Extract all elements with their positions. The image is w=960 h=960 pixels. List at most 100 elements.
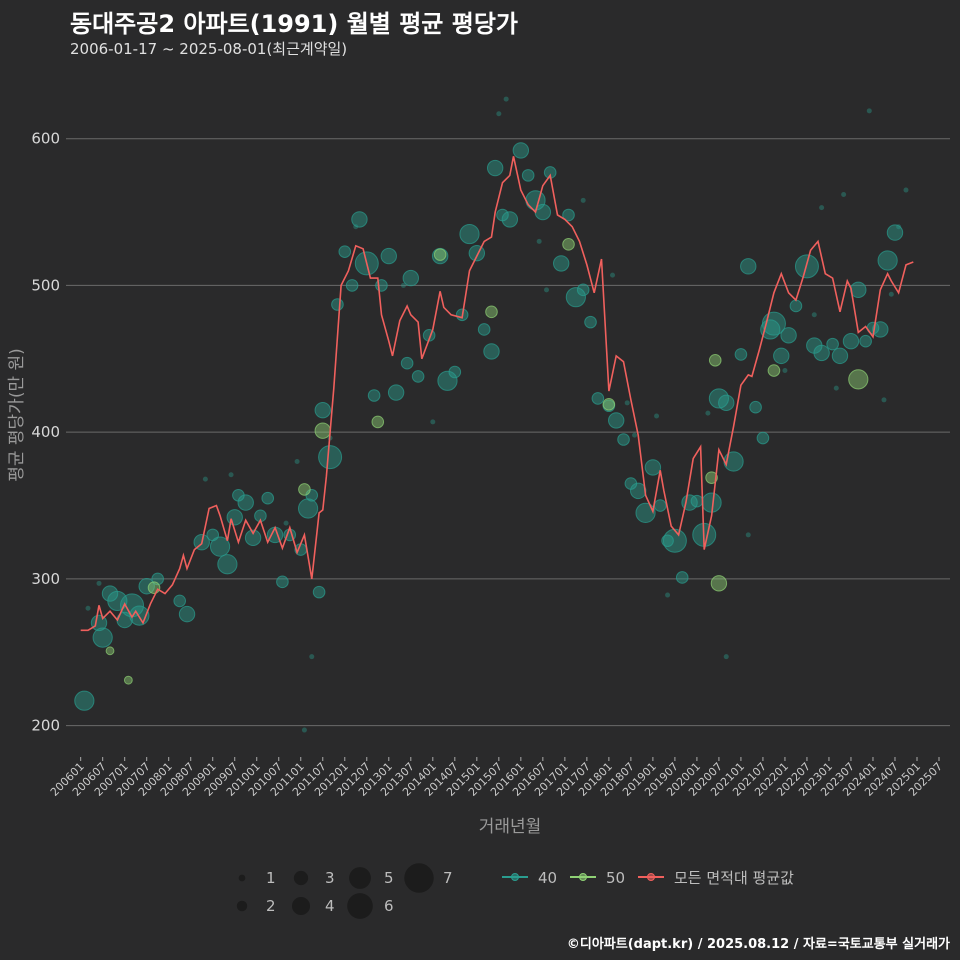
point-50 [314,422,331,439]
point-50 [123,675,133,685]
series-legend-label: 50 [606,869,625,887]
point-40 [318,445,343,470]
faint-point [309,654,315,660]
point-40 [591,392,605,405]
point-40 [617,433,630,446]
series-legend-label: 40 [538,869,557,887]
point-50 [848,369,869,390]
point-40 [459,223,480,245]
faint-point [503,96,509,102]
point-40 [740,258,757,275]
average-price-line [80,156,914,632]
point-40 [826,337,839,351]
point-40 [512,142,530,159]
faint-point [536,238,542,244]
faint-point [580,197,586,203]
point-40 [780,327,797,344]
point-50 [767,364,781,377]
y-tick-400: 400 [31,423,60,441]
point-40 [92,627,113,648]
size-legend-item-1: 1 [238,869,276,887]
point-40 [477,323,491,336]
faint-point [811,312,817,318]
point-40 [74,690,95,711]
point-40 [402,269,419,287]
legend: 1 2 3 4 5 6 7 40 50 모든 면적대 평균값 [236,863,794,919]
point-40 [886,224,904,241]
size-legend-item-7: 7 [404,863,453,893]
point-40 [437,370,458,391]
average-line-layer [80,156,914,632]
point-50 [433,248,447,261]
series-legend-dot [647,873,655,881]
point-50 [298,483,311,496]
point-40 [217,554,238,575]
point-40 [367,389,381,402]
size-legend-circle [291,896,311,916]
point-40 [718,394,735,412]
point-40 [661,534,674,548]
point-40 [877,250,898,271]
size-legend-label: 5 [384,869,394,887]
point-40 [565,287,586,308]
point-40 [630,482,647,500]
y-tick-300: 300 [31,570,60,588]
size-legend-item-5: 5 [349,867,394,889]
size-legend-item-6: 6 [347,893,394,919]
faint-point [705,410,711,416]
point-40 [261,491,275,505]
y-axis-label: 평균 평당가(만 원) [7,348,27,482]
x-tick-labels: 2006012006072007012007072008012008072009… [48,757,945,799]
size-legend-circle [349,867,371,889]
faint-point [610,272,616,278]
faint-point [723,654,729,660]
faint-point [283,520,289,526]
size-legend-item-4: 4 [291,896,335,916]
y-tick-200: 200 [31,717,60,735]
point-50 [485,305,498,319]
faint-point [819,205,825,211]
size-legend-label: 4 [325,897,335,915]
point-40 [173,594,187,608]
faint-point [881,397,887,403]
faint-point [496,111,502,117]
point-40 [138,578,155,595]
point-40 [859,334,872,348]
point-40 [653,499,667,512]
size-legend-circle [293,870,309,886]
point-40 [411,370,425,383]
point-40 [107,590,128,612]
faint-point [654,413,660,419]
point-40 [813,344,830,362]
grid-layer [66,138,950,727]
point-40 [690,494,704,508]
scatter-points-layer [74,142,904,711]
faint-point [833,385,839,391]
point-40 [468,244,486,262]
point-40 [501,211,519,228]
y-tick-labels: 200 300 400 500 600 [31,130,60,735]
faint-point [96,580,102,586]
size-legend-label: 2 [266,897,276,915]
point-40 [635,502,656,523]
point-40 [101,585,119,602]
point-40 [226,509,243,526]
faint-point [430,419,436,425]
faint-point [294,459,300,465]
point-50 [147,581,161,595]
point-40 [644,459,662,476]
point-40 [576,283,590,297]
point-40 [448,365,462,379]
point-40 [756,431,770,445]
point-40 [552,255,570,272]
chart-subtitle: 2006-01-17 ~ 2025-08-01(최근계약일) [70,40,348,58]
series-legend-40: 40 [502,869,557,887]
faint-point [544,287,550,293]
faint-point [745,532,751,538]
faint-point [202,476,208,482]
point-40 [675,571,689,584]
point-40 [789,299,803,313]
size-legend-label: 1 [266,869,276,887]
faint-point [632,432,638,438]
point-40 [521,169,535,182]
